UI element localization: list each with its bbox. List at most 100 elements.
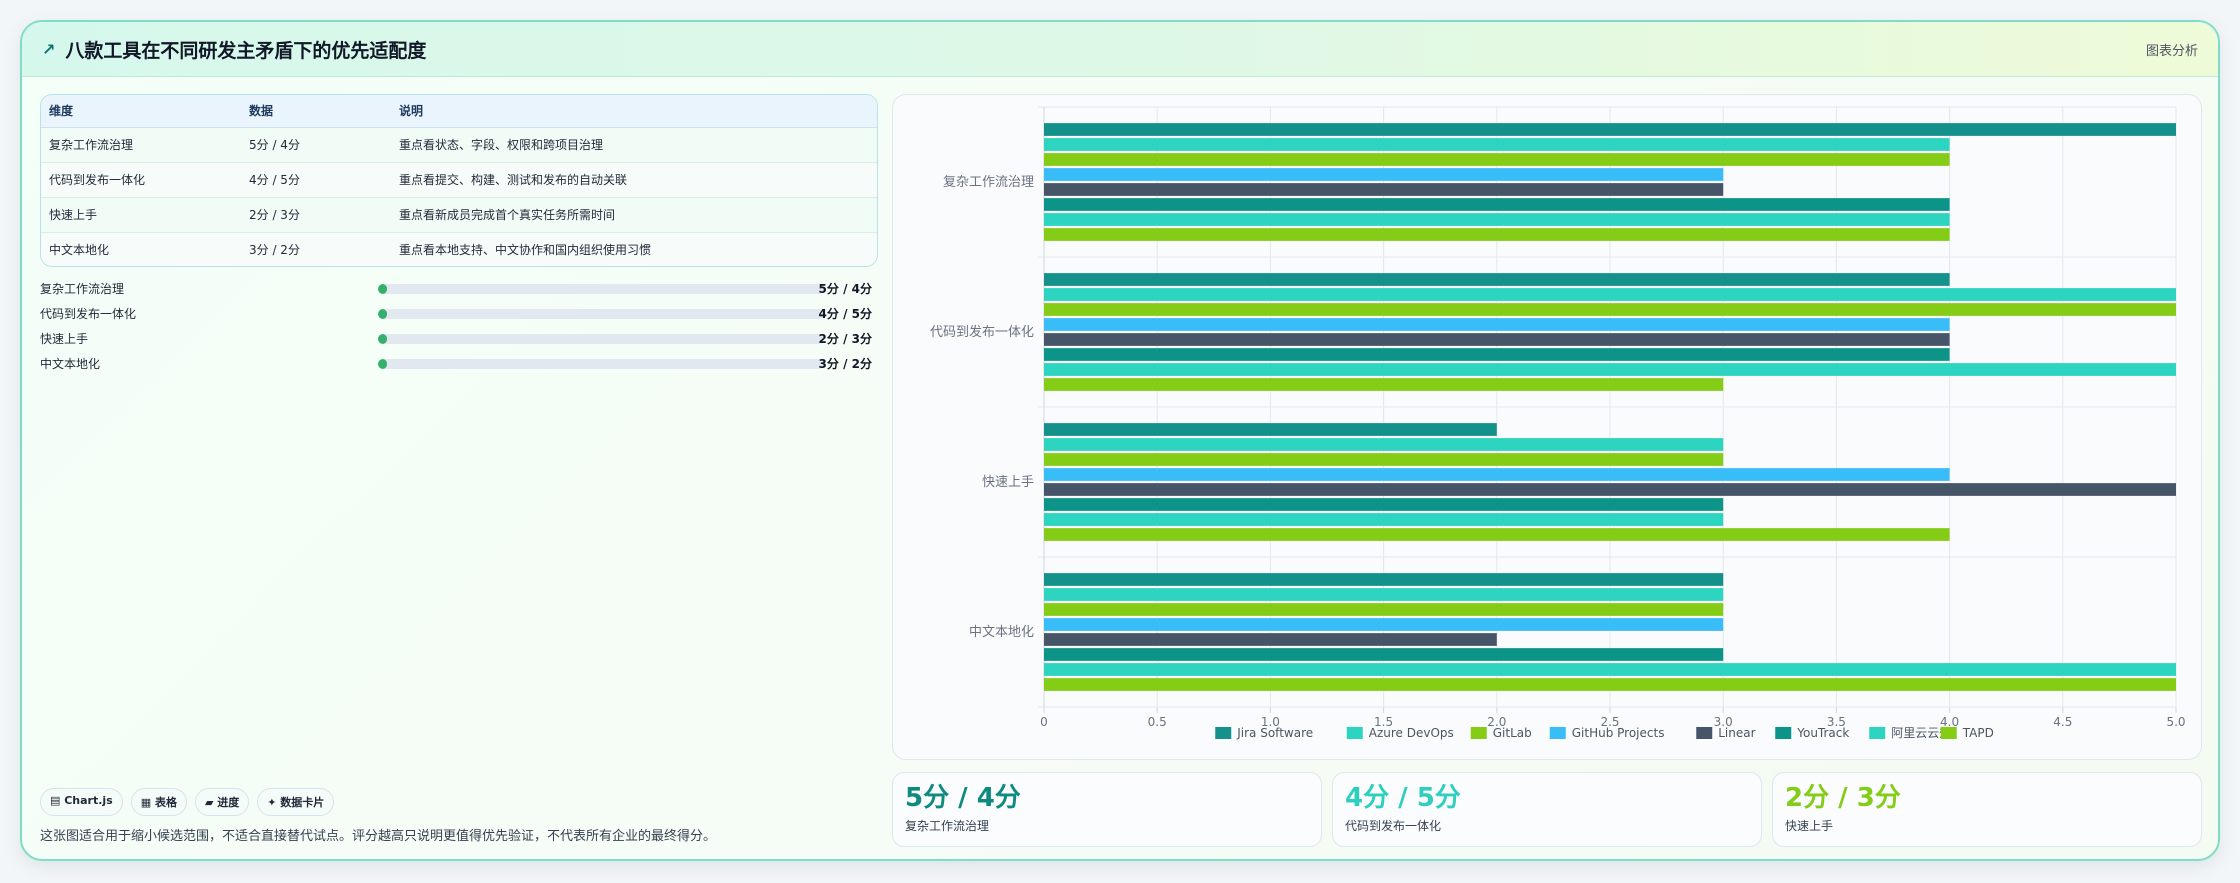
legend-swatch [1696,727,1713,739]
progress-fill [378,359,387,369]
y-tick-label: 中文本地化 [969,625,1034,640]
bar [1044,618,1724,631]
table-cell: 重点看新成员完成首个真实任务所需时间 [391,197,877,233]
progress-fill [378,284,387,294]
chart-card: ↗ 八款工具在不同研发主矛盾下的优先适配度 图表分析 维度 数据 说明 复杂工作… [20,20,2220,861]
tag-chartjs[interactable]: ▤ Chart.js [40,788,123,816]
x-tick-label: 3.0 [1714,715,1733,729]
progress-row: 复杂工作流治理 5分 / 4分 [40,278,884,303]
chart-analysis-button[interactable]: 图表分析 [2145,44,2198,59]
legend-label: Linear [1718,726,1755,740]
bar [1044,318,1950,331]
tag-table[interactable]: ▦ 表格 [130,788,187,816]
tag-progress[interactable]: ▰ 进度 [194,788,250,816]
stat-value: 4分 / 5分 [1345,783,1461,813]
bar [1044,153,1950,166]
bar [1044,573,1724,586]
bar [1044,603,1724,616]
bar [1044,663,2176,676]
table-row: 快速上手 2分 / 3分 重点看新成员完成首个真实任务所需时间 [41,197,877,233]
legend-swatch [1940,727,1957,739]
stat-value: 5分 / 4分 [905,783,1021,813]
progress-track [378,284,824,294]
progress-row: 中文本地化 3分 / 2分 [40,353,884,378]
progress-fill [378,334,387,344]
table-row: 代码到发布一体化 4分 / 5分 重点看提交、构建、测试和发布的自动关联 [41,162,877,198]
column-header: 数据 [241,95,391,128]
y-tick-label: 代码到发布一体化 [930,324,1034,340]
x-tick-label: 0 [1040,715,1048,729]
progress-value: 3分 / 2分 [818,357,872,371]
bar [1044,333,1950,346]
table-cell: 中文本地化 [41,232,241,266]
stat-label: 代码到发布一体化 [1345,819,1442,833]
x-tick-label: 1.5 [1374,715,1393,729]
progress-value: 4分 / 5分 [818,307,872,321]
bar [1044,648,1724,661]
x-tick-label: 4.5 [2053,715,2072,729]
bar [1044,468,1950,481]
progress-track [378,309,824,319]
progress-label: 代码到发布一体化 [40,307,137,321]
table-cell: 代码到发布一体化 [41,162,241,198]
legend-swatch [1869,727,1886,739]
progress-track [378,359,824,369]
bar [1044,633,1497,646]
progress-value: 5分 / 4分 [818,282,872,296]
progress-label: 复杂工作流治理 [40,282,125,296]
bar [1044,213,1950,226]
trend-icon: ↗ [42,39,56,59]
tag-data-cards[interactable]: ✦ 数据卡片 [257,788,335,816]
y-tick-label: 快速上手 [982,475,1034,490]
bar [1044,138,1950,151]
table-cell: 重点看本地支持、中文协作和国内组织使用习惯 [391,232,877,266]
data-table: 维度 数据 说明 复杂工作流治理 5分 / 4分 重点看状态、字段、权限和跨项目… [40,94,878,267]
x-tick-label: 2.0 [1487,715,1506,729]
legend-swatch [1775,727,1792,739]
stat-label: 快速上手 [1785,819,1834,833]
x-tick-label: 2.5 [1600,715,1619,729]
tag-list: ▤ Chart.js ▦ 表格 ▰ 进度 ✦ 数据卡片 [40,788,335,816]
x-tick-label: 4.0 [1940,715,1959,729]
bar [1044,528,1950,541]
bar [1044,453,1724,466]
bar [1044,183,1724,196]
x-tick-label: 5.0 [2166,715,2185,729]
legend-label: Azure DevOps [1369,726,1454,740]
bar [1044,438,1724,451]
stat-card: 2分 / 3分 快速上手 [1772,772,2202,847]
legend-swatch [1346,727,1363,739]
bar [1044,288,2176,301]
table-cell: 3分 / 2分 [241,232,391,266]
bar [1044,423,1497,436]
bar [1044,303,2176,316]
progress-fill [378,309,387,319]
card-header: ↗ 八款工具在不同研发主矛盾下的优先适配度 图表分析 [22,22,2218,77]
table-row: 复杂工作流治理 5分 / 4分 重点看状态、字段、权限和跨项目治理 [41,127,877,163]
bar [1044,363,2176,376]
bar [1044,588,1724,601]
y-tick-label: 复杂工作流治理 [943,175,1034,190]
progress-row: 快速上手 2分 / 3分 [40,328,884,353]
bar [1044,273,1950,286]
bar-chart: 0 0.5 1.0 1.5 2.0 2.5 3.0 3.5 4.0 4.5 5.0 复杂工作流治理 代码… [892,94,2202,760]
bar [1044,228,1950,241]
x-tick-label: 3.5 [1827,715,1846,729]
stat-label: 复杂工作流治理 [905,819,990,833]
progress-track [378,334,824,344]
x-tick-label: 1.0 [1261,715,1280,729]
bar [1044,498,1724,511]
table-cell: 重点看状态、字段、权限和跨项目治理 [391,127,877,163]
progress-list: 复杂工作流治理 5分 / 4分 代码到发布一体化 4分 / 5分 快速上手 2分… [40,278,884,378]
footnote: 这张图适合用于缩小候选范围，不适合直接替代试点。评分越高只说明更值得优先验证，不… [40,829,717,844]
progress-row: 代码到发布一体化 4分 / 5分 [40,303,884,328]
legend-label: GitLab [1493,726,1532,740]
table-cell: 5分 / 4分 [241,127,391,163]
page-title: 八款工具在不同研发主矛盾下的优先适配度 [65,39,427,62]
legend-swatch [1549,727,1566,739]
table-cell: 4分 / 5分 [241,162,391,198]
column-header: 维度 [41,95,241,128]
progress-label: 中文本地化 [40,357,101,371]
legend-label: Jira Software [1236,726,1313,740]
legend-label: TAPD [1962,726,1994,740]
